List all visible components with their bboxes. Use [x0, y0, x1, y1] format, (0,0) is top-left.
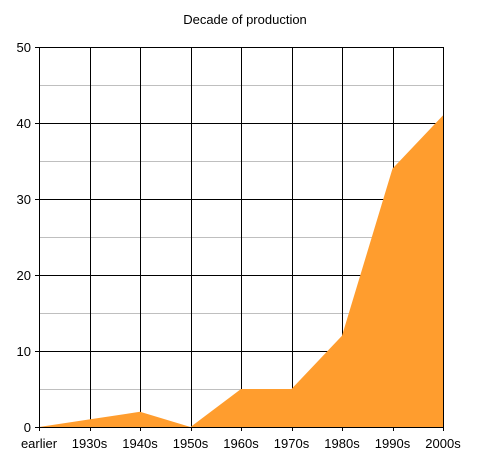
y-tick-label: 30 [17, 192, 31, 207]
y-tick-label: 50 [17, 40, 31, 55]
series-area [39, 115, 443, 428]
x-tick-label: 1980s [324, 436, 360, 451]
x-tick-label: 1970s [274, 436, 310, 451]
x-axis-ticks: earlier 1930s 1940s 1950s 1960s 1970s 1980s 199… [21, 436, 461, 451]
y-tick-label: 0 [24, 420, 31, 435]
y-axis-ticks: 0 10 20 30 40 50 [17, 40, 31, 435]
y-tick-label: 10 [17, 344, 31, 359]
x-tick-label: 1950s [173, 436, 209, 451]
x-tick-label: 2000s [425, 436, 461, 451]
x-tick-label: 1960s [223, 436, 259, 451]
x-tick-label: 1990s [375, 436, 411, 451]
y-tick-label: 20 [17, 268, 31, 283]
axes [39, 47, 443, 428]
x-tick-label: 1930s [72, 436, 108, 451]
x-tick-label: 1940s [122, 436, 158, 451]
y-tick-label: 40 [17, 116, 31, 131]
chart-title: Decade of production [183, 12, 307, 27]
x-tick-label: earlier [21, 436, 58, 451]
